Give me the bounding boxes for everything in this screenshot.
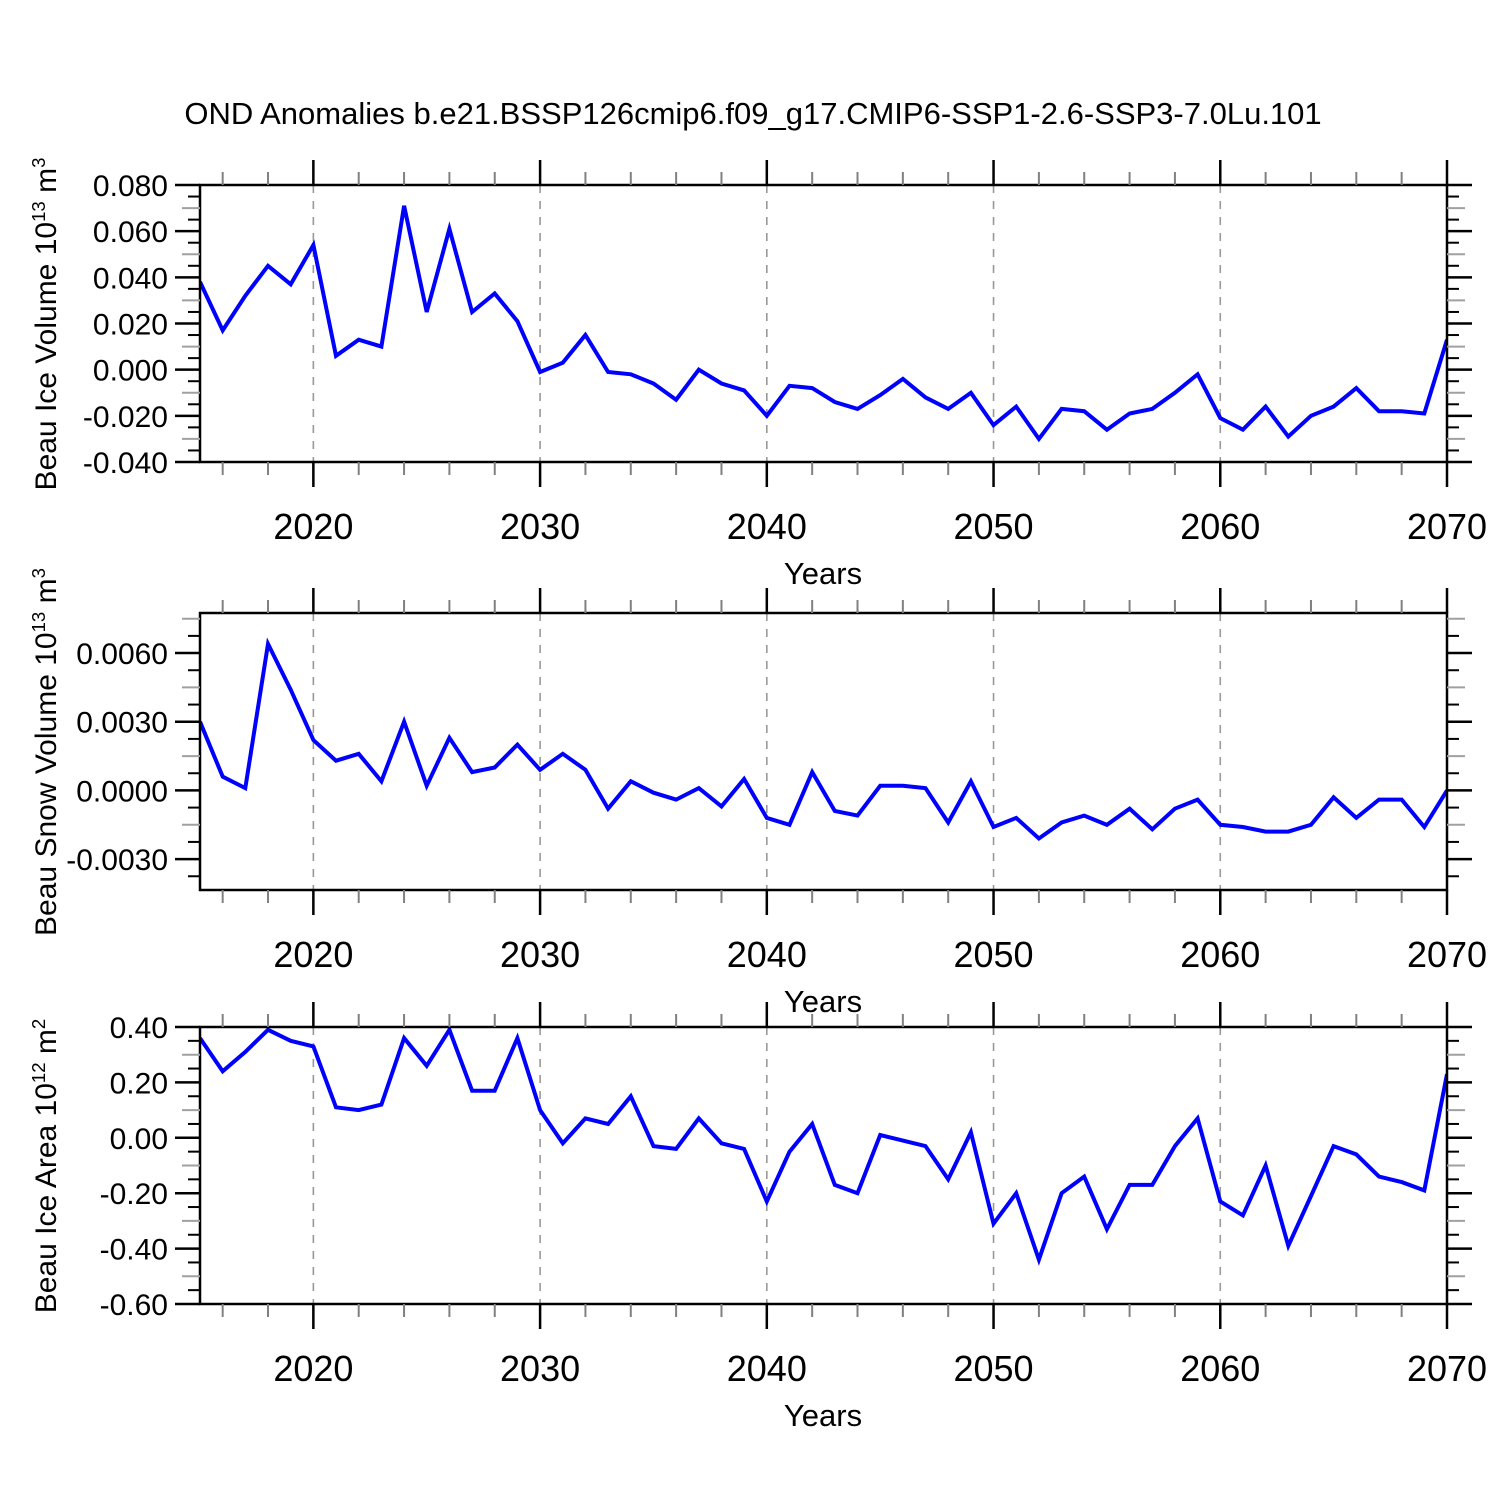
beau-ice-area-gridlines [312,1027,1222,1304]
beau-ice-area-x-tick-label: 2070 [1407,1348,1487,1389]
figure-title: OND Anomalies b.e21.BSSP126cmip6.f09_g17… [184,96,1322,131]
beau-ice-area-y-tick-label: -0.40 [100,1234,168,1267]
beau-ice-area-x-tick-label: 2020 [273,1348,353,1389]
beau-ice-volume-y-tick-label: 0.040 [93,262,168,295]
panel3-x-axis-label: Years [783,1398,863,1433]
beau-snow-volume-x-tick-label: 2020 [273,934,353,975]
beau-ice-volume-x-tick-label: 2030 [500,506,580,547]
beau-ice-volume-x-tick-label: 2050 [953,506,1033,547]
beau-ice-volume-x-tick-label: 2040 [727,506,807,547]
beau-ice-volume-x-tick-label: 2070 [1407,506,1487,547]
panel2-x-axis-label: Years [783,984,863,1019]
panel-beau-ice-area: 2020 2030 2040 2050 2060 2070 0.40 0.20 0.00 -0.2… [100,1002,1487,1389]
beau-ice-volume-line [200,205,1447,443]
beau-snow-volume-x-tick-label: 2070 [1407,934,1487,975]
beau-snow-volume-x-tick-label: 2040 [727,934,807,975]
beau-ice-volume-x-ticks: 2020 2030 2040 2050 2060 2070 [221,160,1487,547]
beau-snow-volume-x-tick-label: 2050 [953,934,1033,975]
beau-ice-area-line [200,1027,1447,1266]
beau-ice-area-x-tick-label: 2040 [727,1348,807,1389]
beau-snow-volume-y-tick-label: -0.0030 [66,844,168,877]
beau-ice-area-y-tick-label: 0.40 [110,1012,168,1045]
beau-ice-volume-x-tick-label: 2020 [273,506,353,547]
beau-snow-volume-y-tick-label: 0.0060 [76,638,168,671]
beau-snow-volume-y-tick-label: 0.0030 [76,707,168,740]
beau-ice-volume-x-tick-label: 2060 [1180,506,1260,547]
panel1-x-axis-label: Years [783,556,863,591]
panel3-y-axis-label: Beau Ice Area 1012 m2 [28,1018,63,1313]
panel-beau-ice-volume: 2020 2030 2040 2050 2060 20700.0800.0600.0400… [83,160,1487,547]
beau-snow-volume-y-ticks: 0.0060 0.0030 0.0000 -0.0030 [66,617,1472,878]
beau-ice-area-x-tick-label: 2050 [953,1348,1033,1389]
beau-ice-volume-y-tick-label: -0.040 [83,447,168,480]
beau-ice-volume-y-tick-label: -0.020 [83,401,168,434]
beau-ice-area-x-tick-label: 2030 [500,1348,580,1389]
beau-snow-volume-x-tick-label: 2060 [1180,934,1260,975]
beau-ice-area-plot-box [198,1025,1449,1306]
beau-snow-volume-y-tick-label: 0.0000 [76,775,168,808]
beau-snow-volume-plot-box [198,611,1449,892]
beau-ice-volume-y-tick-label: 0.080 [93,170,168,203]
beau-snow-volume-gridlines [312,613,1222,890]
beau-ice-volume-y-tick-label: 0.020 [93,309,168,342]
beau-snow-volume-line [200,637,1447,842]
beau-ice-area-x-ticks: 2020 2030 2040 2050 2060 2070 [221,1002,1487,1389]
beau-ice-volume-y-ticks: 0.080 0.060 0.040 0.020 0.000 -0.020 -0.040 [83,170,1472,480]
beau-ice-volume-y-tick-label: 0.000 [93,355,168,388]
beau-ice-volume-y-tick-label: 0.060 [93,216,168,249]
beau-ice-area-y-tick-label: -0.20 [100,1178,168,1211]
beau-ice-area-y-tick-label: 0.20 [110,1067,168,1100]
beau-snow-volume-x-tick-label: 2030 [500,934,580,975]
beau-ice-area-y-tick-label: 0.00 [110,1123,168,1156]
panel-beau-snow-volume: 2020 2030 2040 2050 2060 20700.00600.00300.00… [66,588,1487,975]
beau-ice-area-y-tick-label: -0.60 [100,1289,168,1322]
panel2-y-axis-label: Beau Snow Volume 1013 m3 [28,567,63,936]
beau-ice-area-x-tick-label: 2060 [1180,1348,1260,1389]
beau-snow-volume-x-ticks: 2020 2030 2040 2050 2060 2070 [221,588,1487,975]
beau-ice-area-y-ticks: 0.40 0.20 0.00 -0.20 -0.40 -0.60 [100,1012,1472,1322]
panel1-y-axis-label: Beau Ice Volume 1013 m3 [28,157,63,490]
